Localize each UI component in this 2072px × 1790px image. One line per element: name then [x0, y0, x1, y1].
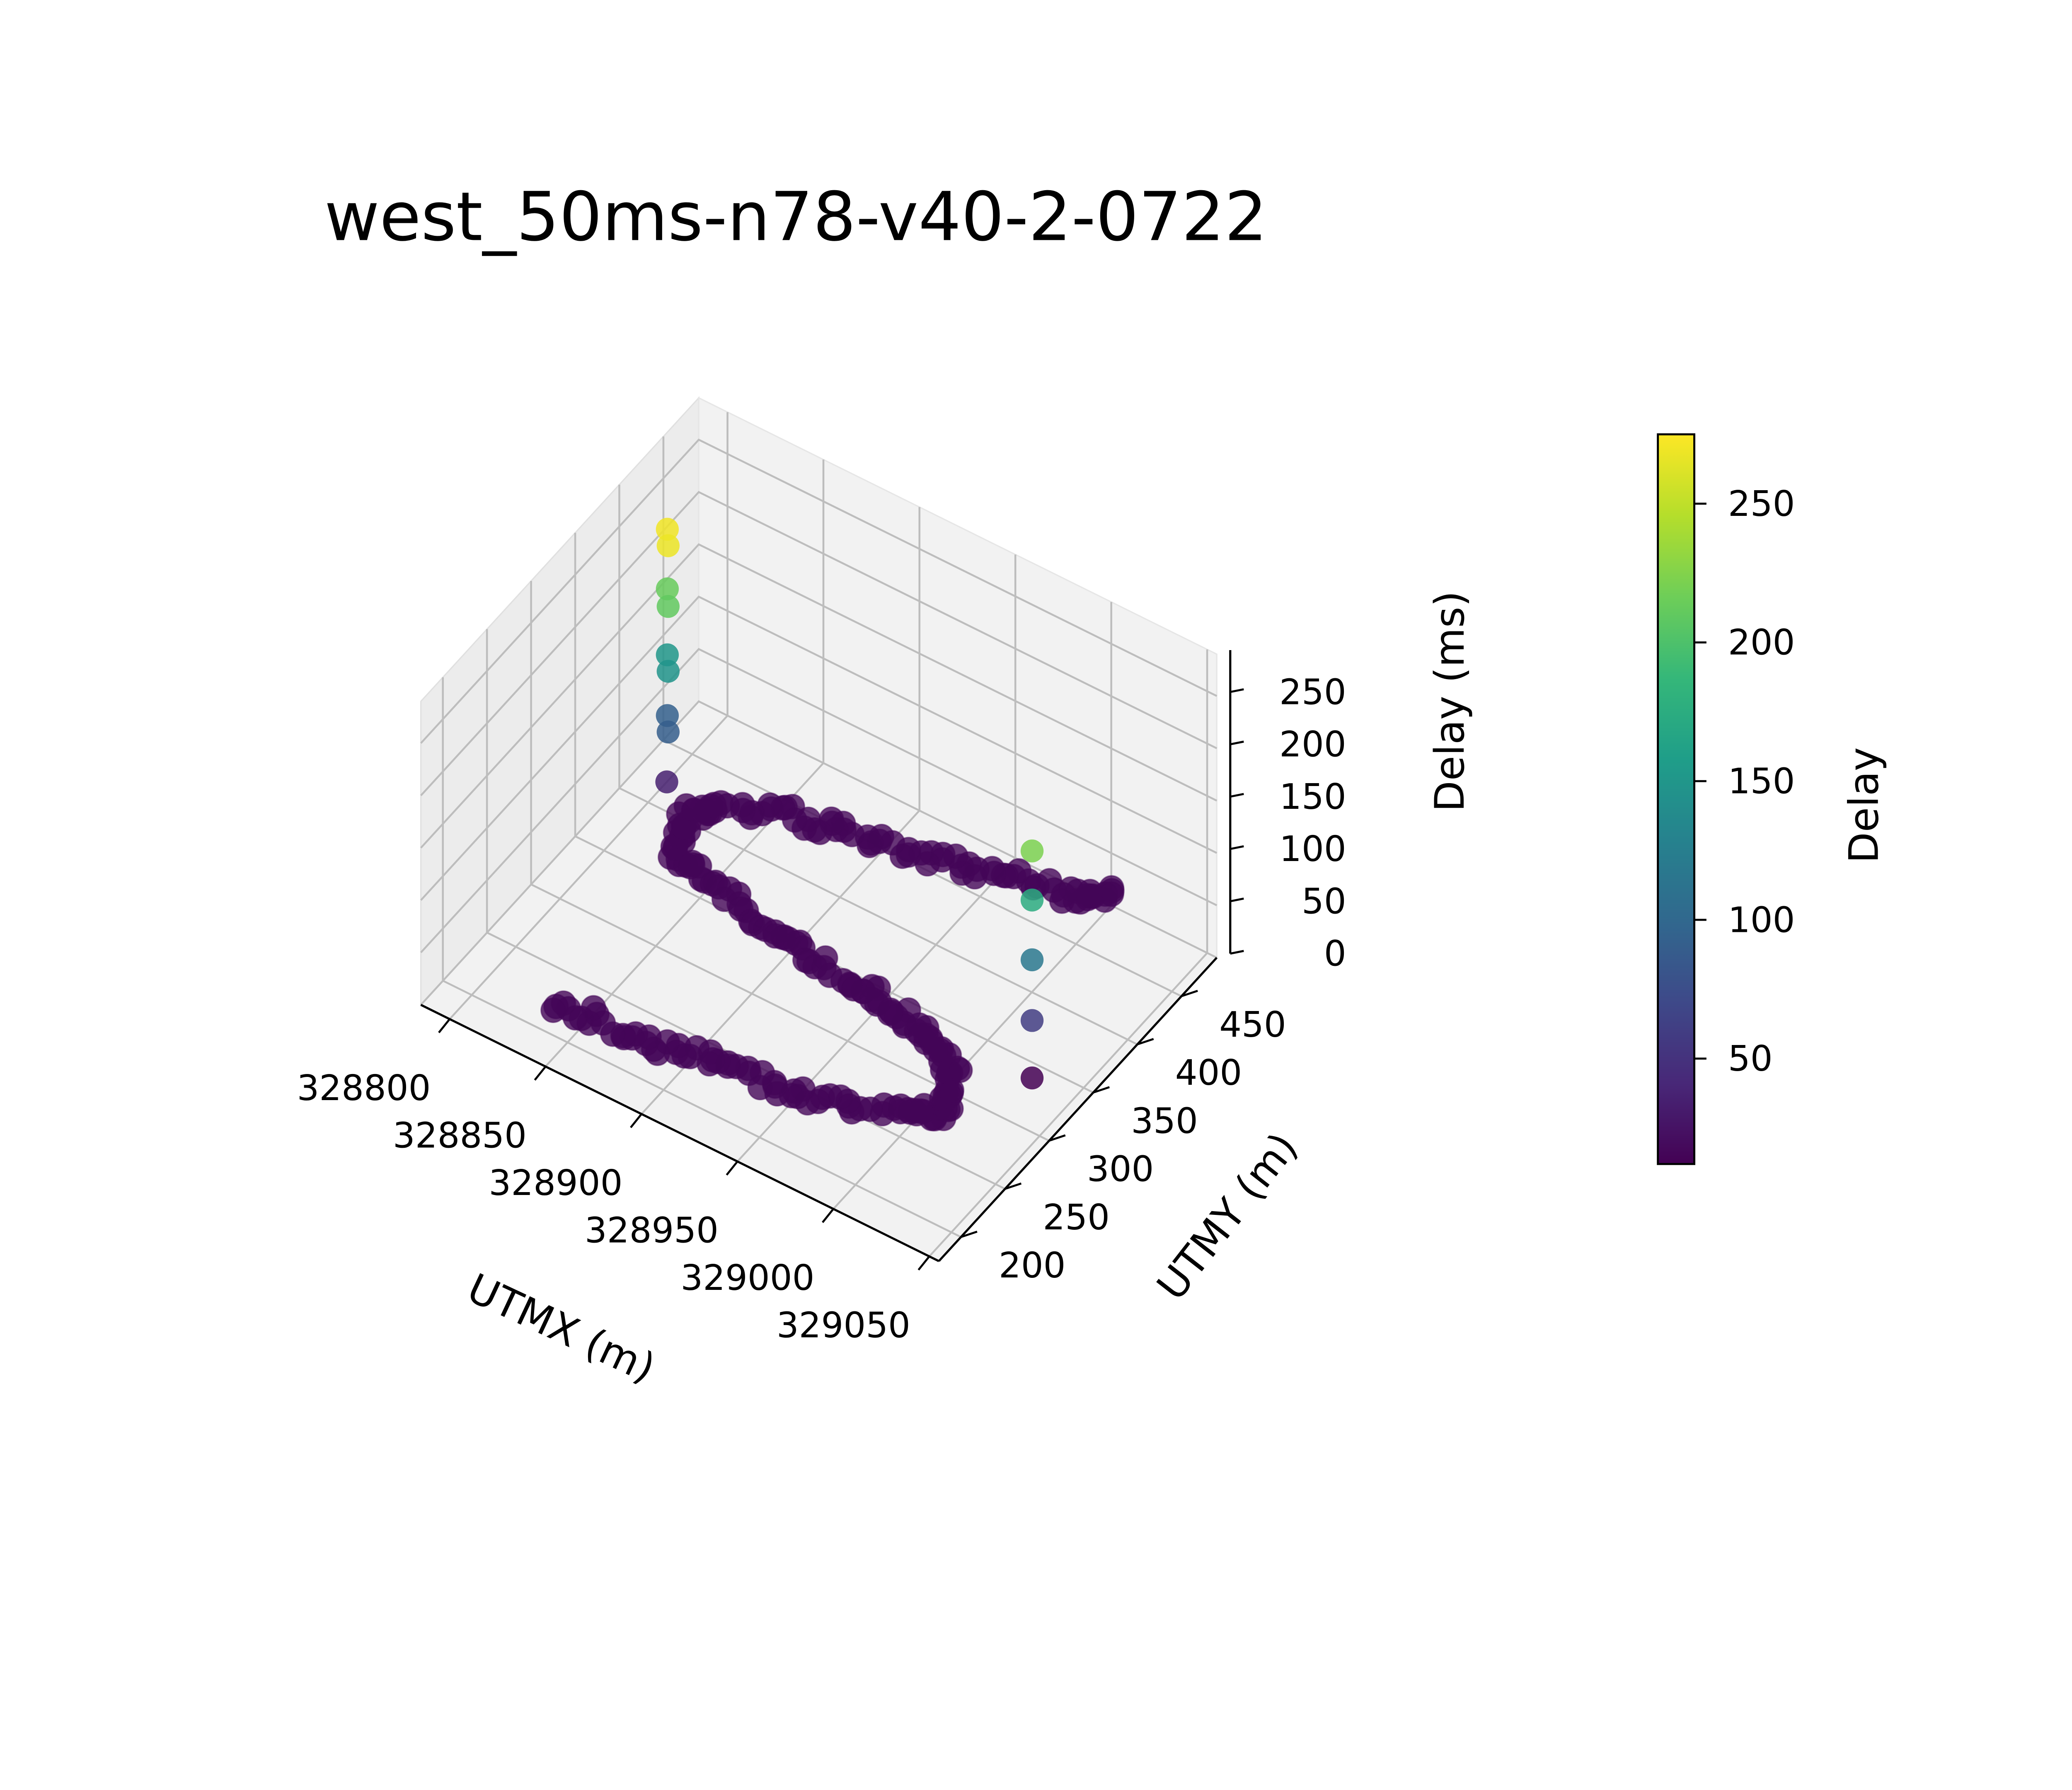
x-tick-label: 329050 — [777, 1304, 910, 1345]
z-tick — [1230, 793, 1244, 798]
x-tick — [630, 1113, 642, 1128]
grid-line-z — [420, 438, 1218, 744]
z-axis-label: Delay (ms) — [1426, 591, 1474, 812]
x-tick-label: 328800 — [297, 1067, 431, 1108]
outlier-point — [1020, 1009, 1044, 1032]
outlier-point — [1020, 948, 1044, 972]
z-tick — [1230, 897, 1244, 902]
z-tick-label: 150 — [1279, 776, 1346, 817]
x-tick — [917, 1255, 930, 1271]
colorbar-label: Delay — [1840, 747, 1888, 863]
grid-line-z — [420, 595, 1218, 901]
outlier-point — [656, 595, 680, 618]
colorbar-tick-label: 200 — [1728, 622, 1795, 663]
x-tick — [534, 1066, 547, 1081]
x-tick — [822, 1208, 834, 1223]
x-tick-label: 328850 — [393, 1115, 527, 1156]
y-tick — [1048, 1134, 1066, 1142]
outlier-point — [1020, 839, 1044, 863]
z-tick-label: 200 — [1279, 724, 1346, 765]
colorbar-tick-label: 150 — [1728, 760, 1795, 801]
z-tick — [1230, 688, 1244, 693]
y-tick — [1005, 1182, 1022, 1190]
scatter-points — [540, 518, 1125, 1132]
y-tick — [961, 1231, 978, 1238]
outlier-point — [656, 704, 679, 727]
x-axis-line — [420, 1004, 939, 1262]
grid-line-z — [420, 648, 1218, 953]
y-tick — [1181, 989, 1198, 997]
outlier-point — [656, 577, 679, 600]
y-tick-label: 350 — [1131, 1100, 1198, 1141]
x-tick — [438, 1018, 450, 1033]
chart-title: west_50ms-n78-v40-2-0722 — [324, 178, 1268, 256]
z-tick-label: 100 — [1279, 828, 1346, 869]
z-tick — [1230, 950, 1244, 955]
y-tick-label: 450 — [1219, 1004, 1286, 1045]
grid-line-z — [420, 491, 1218, 796]
trajectory-point — [1099, 878, 1125, 904]
y-tick-label: 200 — [999, 1245, 1066, 1286]
x-tick — [726, 1161, 738, 1176]
z-tick-label: 250 — [1279, 671, 1346, 712]
y-tick-label: 300 — [1087, 1149, 1154, 1190]
y-axis-line — [938, 957, 1218, 1262]
y-tick-label: 250 — [1043, 1197, 1110, 1238]
outlier-point — [1020, 888, 1044, 912]
z-tick-label: 50 — [1302, 880, 1346, 922]
y-tick — [1093, 1086, 1110, 1094]
outlier-point — [1020, 1066, 1044, 1090]
colorbar-tick-label: 250 — [1728, 483, 1795, 524]
outlier-point — [656, 534, 680, 557]
x-tick-label: 328950 — [585, 1209, 719, 1251]
chart-figure: west_50ms-n78-v40-2-0722 328800328850328… — [297, 178, 1888, 1393]
y-tick — [1137, 1038, 1154, 1045]
outlier-point — [656, 643, 679, 667]
outlier-point — [656, 660, 680, 683]
colorbar-tick-label: 50 — [1728, 1038, 1773, 1079]
x-tick-label: 328900 — [489, 1162, 622, 1203]
z-tick — [1230, 740, 1244, 745]
axis-ticks: 328800 328850 328900 328950 329000 329050 200 2… — [297, 671, 1346, 1345]
outlier-point — [655, 770, 678, 793]
axes-lines — [420, 650, 1232, 1262]
x-tick-label: 329000 — [680, 1257, 814, 1298]
outlier-point — [656, 720, 680, 744]
z-tick — [1230, 845, 1244, 850]
z-tick-label: 0 — [1324, 933, 1346, 974]
outlier-point — [656, 518, 679, 541]
colorbar-ticks: 50 100 150 200 250 — [1694, 483, 1795, 1079]
y-tick-label: 400 — [1175, 1052, 1242, 1093]
grid-line-z — [420, 543, 1218, 849]
colorbar-tick-label: 100 — [1728, 899, 1795, 940]
colorbar — [1657, 433, 1695, 1165]
